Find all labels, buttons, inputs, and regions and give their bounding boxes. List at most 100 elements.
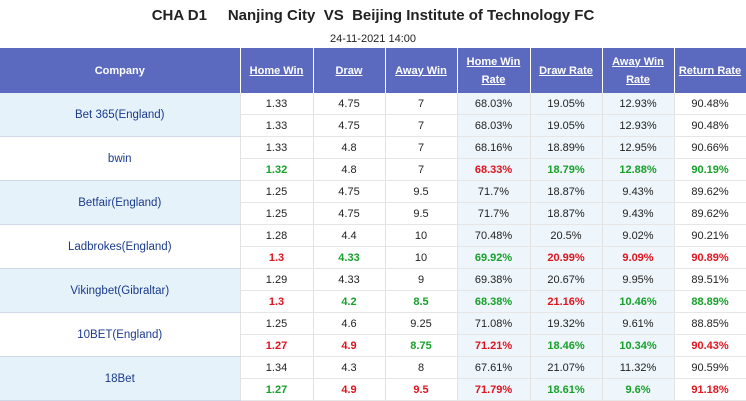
table-row: 1.27 4.9 8.75 71.21% 18.46% 10.34% 90.43% <box>0 334 746 357</box>
odds-cell: 90.19% <box>674 158 746 181</box>
odds-cell: 7 <box>385 114 458 137</box>
table-row: bwin 1.33 4.8 7 68.16% 18.89% 12.95% 90.66% <box>0 136 746 181</box>
odds-cell: 71.7% <box>457 202 531 225</box>
odds-cell: 1.32 <box>240 158 314 181</box>
odds-cell: 9.5 <box>385 202 458 225</box>
odds-cell: 1.33 <box>240 114 314 137</box>
odds-cell: 1.28 <box>240 224 314 247</box>
company-name[interactable]: 10BET(England) <box>0 312 241 357</box>
table-row: 18Bet 1.34 4.3 8 67.61% 21.07% 11.32% 90.59% <box>0 356 746 401</box>
odds-cell: 89.62% <box>674 202 746 225</box>
odds-cell: 9.02% <box>602 224 675 247</box>
odds-cell: 7 <box>385 136 458 159</box>
company-name[interactable]: Ladbrokes(England) <box>0 224 241 269</box>
company-name[interactable]: 18Bet <box>0 356 241 401</box>
odds-cell: 71.21% <box>457 334 531 357</box>
odds-cell: 4.4 <box>313 224 386 247</box>
odds-cell: 1.27 <box>240 378 314 401</box>
odds-cell: 18.87% <box>530 180 603 203</box>
odds-cell: 1.3 <box>240 246 314 269</box>
table-row: 1.27 4.9 9.5 71.79% 18.61% 9.6% 91.18% <box>0 378 746 401</box>
odds-cell: 4.33 <box>313 268 386 291</box>
odds-cell: 9.09% <box>602 246 675 269</box>
odds-cell: 9.95% <box>602 268 675 291</box>
odds-cell: 1.33 <box>240 136 314 159</box>
company-name[interactable]: Betfair(England) <box>0 180 241 225</box>
odds-cell: 9.43% <box>602 202 675 225</box>
odds-cell: 90.59% <box>674 356 746 379</box>
odds-cell: 1.34 <box>240 356 314 379</box>
odds-cell: 10.34% <box>602 334 675 357</box>
odds-cell: 71.7% <box>457 180 531 203</box>
odds-cell: 20.67% <box>530 268 603 291</box>
match-date: 24-11-2021 14:00 <box>329 33 417 45</box>
odds-cell: 88.89% <box>674 290 746 313</box>
table-row: 1.3 4.2 8.5 68.38% 21.16% 10.46% 88.89% <box>0 290 746 313</box>
odds-cell: 7 <box>385 93 458 115</box>
table-row: Ladbrokes(England) 1.28 4.4 10 70.48% 20.5% 9.… <box>0 224 746 269</box>
away-team: Beijing Institute of Technology FC <box>352 7 595 24</box>
odds-cell: 4.3 <box>313 356 386 379</box>
table-row: 10BET(England) 1.25 4.6 9.25 71.08% 19.32% 9.6… <box>0 312 746 357</box>
odds-cell: 71.79% <box>457 378 531 401</box>
company-name[interactable]: bwin <box>0 136 241 181</box>
table-row: Betfair(England) 1.25 4.75 9.5 71.7% 18.87% 9.… <box>0 180 746 225</box>
odds-cell: 12.93% <box>602 93 675 115</box>
odds-cell: 4.75 <box>313 180 386 203</box>
vs-label: VS <box>323 7 344 24</box>
odds-cell: 4.2 <box>313 290 386 313</box>
odds-cell: 68.38% <box>457 290 531 313</box>
odds-cell: 4.8 <box>313 136 386 159</box>
odds-cell: 18.79% <box>530 158 603 181</box>
odds-cell: 4.75 <box>313 93 386 115</box>
odds-cell: 18.46% <box>530 334 603 357</box>
odds-cell: 89.62% <box>674 180 746 203</box>
home-team: Nanjing City <box>227 7 316 24</box>
odds-cell: 71.08% <box>457 312 531 335</box>
col-return-rate[interactable]: Return Rate <box>674 48 746 93</box>
odds-cell: 4.9 <box>313 378 386 401</box>
table-row: 1.3 4.33 10 69.92% 20.99% 9.09% 90.89% <box>0 246 746 269</box>
odds-cell: 18.89% <box>530 136 603 159</box>
col-draw[interactable]: Draw <box>313 48 386 93</box>
odds-cell: 8.5 <box>385 290 458 313</box>
col-away-win[interactable]: Away Win <box>385 48 458 93</box>
odds-cell: 1.29 <box>240 268 314 291</box>
odds-cell: 69.92% <box>457 246 531 269</box>
odds-cell: 20.5% <box>530 224 603 247</box>
col-home-win[interactable]: Home Win <box>240 48 314 93</box>
table-row: 1.32 4.8 7 68.33% 18.79% 12.88% 90.19% <box>0 158 746 181</box>
company-name[interactable]: Vikingbet(Gibraltar) <box>0 268 241 313</box>
odds-cell: 68.03% <box>457 93 531 115</box>
col-home-win-rate[interactable]: Home Win Rate <box>457 48 531 93</box>
odds-cell: 88.85% <box>674 312 746 335</box>
odds-cell: 12.88% <box>602 158 675 181</box>
odds-cell: 4.75 <box>313 114 386 137</box>
odds-cell: 7 <box>385 158 458 181</box>
odds-cell: 1.25 <box>240 180 314 203</box>
table-row: 1.33 4.75 7 68.03% 19.05% 12.93% 90.48% <box>0 114 746 137</box>
odds-cell: 20.99% <box>530 246 603 269</box>
odds-cell: 68.16% <box>457 136 531 159</box>
table-row: Bet 365(England) 1.33 4.75 7 68.03% 19.05% 12.… <box>0 93 746 137</box>
col-company: Company <box>0 48 241 93</box>
col-draw-rate[interactable]: Draw Rate <box>530 48 603 93</box>
odds-cell: 11.32% <box>602 356 675 379</box>
odds-cell: 8.75 <box>385 334 458 357</box>
odds-cell: 70.48% <box>457 224 531 247</box>
odds-cell: 68.33% <box>457 158 531 181</box>
odds-cell: 9.5 <box>385 378 458 401</box>
odds-cell: 10.46% <box>602 290 675 313</box>
odds-cell: 67.61% <box>457 356 531 379</box>
odds-cell: 19.05% <box>530 93 603 115</box>
odds-cell: 1.27 <box>240 334 314 357</box>
odds-cell: 19.32% <box>530 312 603 335</box>
odds-cell: 4.9 <box>313 334 386 357</box>
odds-cell: 9 <box>385 268 458 291</box>
col-away-win-rate[interactable]: Away Win Rate <box>602 48 675 93</box>
company-name[interactable]: Bet 365(England) <box>0 93 241 137</box>
odds-cell: 4.8 <box>313 158 386 181</box>
odds-cell: 68.03% <box>457 114 531 137</box>
odds-cell: 12.95% <box>602 136 675 159</box>
match-title: CHA D1 Nanjing City VS Beijing Institute… <box>0 0 746 32</box>
